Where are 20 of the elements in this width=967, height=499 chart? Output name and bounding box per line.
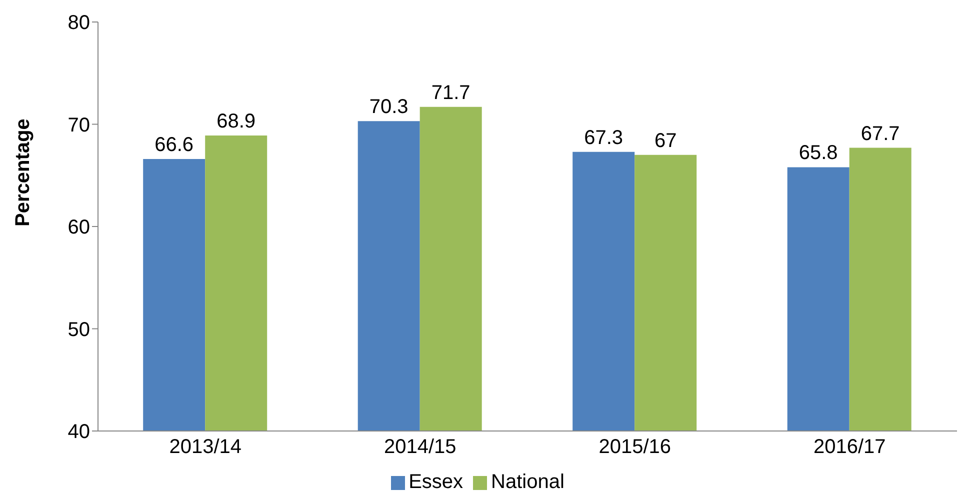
x-tick-label: 2016/17 [813,436,886,458]
legend-label: National [491,471,564,493]
data-label: 66.6 [154,134,194,156]
data-label: 70.3 [369,96,408,118]
y-tick-label: 60 [68,216,90,239]
data-label: 65.8 [798,142,838,164]
data-label: 71.7 [431,82,470,104]
legend-label: Essex [408,471,464,493]
y-tick-label: 40 [68,421,90,444]
x-tick-label: 2015/16 [598,436,672,458]
data-label: 68.9 [216,110,256,132]
y-tick-label: 80 [68,12,90,34]
x-tick-label: 2013/14 [169,436,242,458]
x-tick-label: 2014/15 [384,436,456,458]
data-label: 67.7 [860,122,900,145]
y-axis-title: Percentage [12,118,34,226]
y-tick-label: 70 [68,114,90,136]
y-tick-label: 50 [68,318,90,341]
data-label: 67.3 [584,126,624,149]
data-label: 67 [654,130,677,152]
